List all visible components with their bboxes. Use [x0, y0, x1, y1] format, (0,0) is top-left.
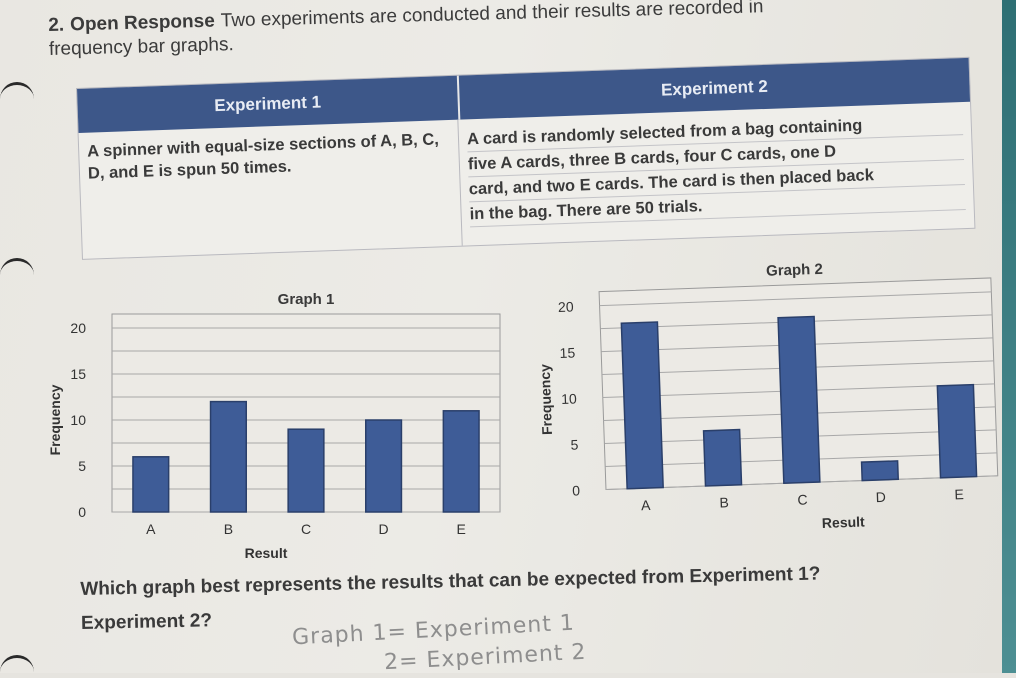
x-tick-label: A: [641, 497, 652, 513]
binder-ring-icon: [0, 655, 34, 678]
experiment-table: Experiment 1 Experiment 2 A spinner with…: [76, 56, 976, 260]
x-tick-label: A: [146, 521, 156, 537]
binder-ring-icon: [0, 82, 34, 105]
graph-1-chart: Graph 1 0 5 10 15 20 Frequency A B C D E Result: [47, 291, 501, 561]
y-tick-label: 5: [78, 458, 86, 474]
binder-ring-icon: [0, 258, 34, 281]
chart-title: Graph 2: [766, 261, 823, 280]
x-axis-label: Result: [245, 545, 288, 561]
x-tick-label: E: [954, 486, 964, 502]
y-axis-label: Frequency: [47, 384, 63, 455]
x-tick-label: C: [301, 521, 311, 537]
bar: [132, 456, 170, 513]
bar: [620, 321, 664, 490]
x-tick-label: D: [875, 489, 886, 505]
y-axis-label: Frequency: [537, 364, 555, 436]
x-axis-label: Result: [822, 513, 866, 530]
bar: [777, 315, 821, 485]
bar: [287, 428, 325, 513]
y-tick-label: 20: [558, 299, 574, 316]
y-tick-label: 15: [70, 366, 86, 382]
bar: [365, 419, 403, 513]
y-tick-label: 0: [78, 504, 86, 520]
x-tick-label: C: [797, 491, 808, 507]
x-tick-label: D: [379, 521, 389, 537]
y-tick-label: 10: [70, 412, 86, 428]
experiment-1-description: A spinner with equal-size sections of A,…: [78, 119, 463, 259]
page-edge-strip: [1002, 0, 1016, 673]
bar: [209, 400, 247, 513]
bar: [702, 428, 743, 487]
y-tick-label: 10: [561, 390, 577, 407]
x-tick-label: B: [719, 494, 729, 510]
y-tick-label: 20: [70, 320, 86, 336]
graph-2: Graph 2 0 5 10 15 20 Frequency A B C D E Result: [530, 245, 1016, 552]
bar: [860, 460, 900, 482]
bar: [442, 410, 480, 513]
question-number: 2.: [48, 14, 65, 36]
experiment-2-description: A card is randomly selected from a bag c…: [458, 102, 974, 246]
graph-1: Graph 1 0 5 10 15 20 Frequency A B C D E Result: [44, 282, 520, 572]
chart-title: Graph 1: [278, 291, 335, 308]
y-tick-label: 15: [559, 344, 575, 361]
x-tick-label: E: [457, 521, 466, 537]
y-tick-label: 5: [570, 436, 579, 452]
x-tick-label: B: [224, 521, 233, 537]
bar: [936, 383, 978, 479]
gridline: [599, 291, 992, 307]
y-tick-label: 0: [572, 482, 581, 498]
question-type: Open Response: [69, 10, 216, 36]
graph-2-chart: Graph 2 0 5 10 15 20 Frequency A B C D E Result: [537, 261, 999, 531]
